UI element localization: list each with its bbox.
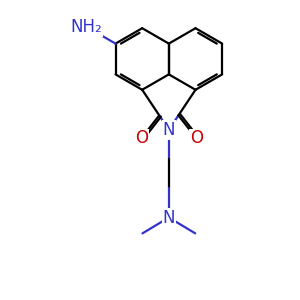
Text: N: N (163, 121, 175, 139)
Text: N: N (163, 208, 175, 226)
Text: O: O (135, 129, 148, 147)
Text: NH₂: NH₂ (70, 18, 102, 36)
Text: O: O (190, 129, 203, 147)
